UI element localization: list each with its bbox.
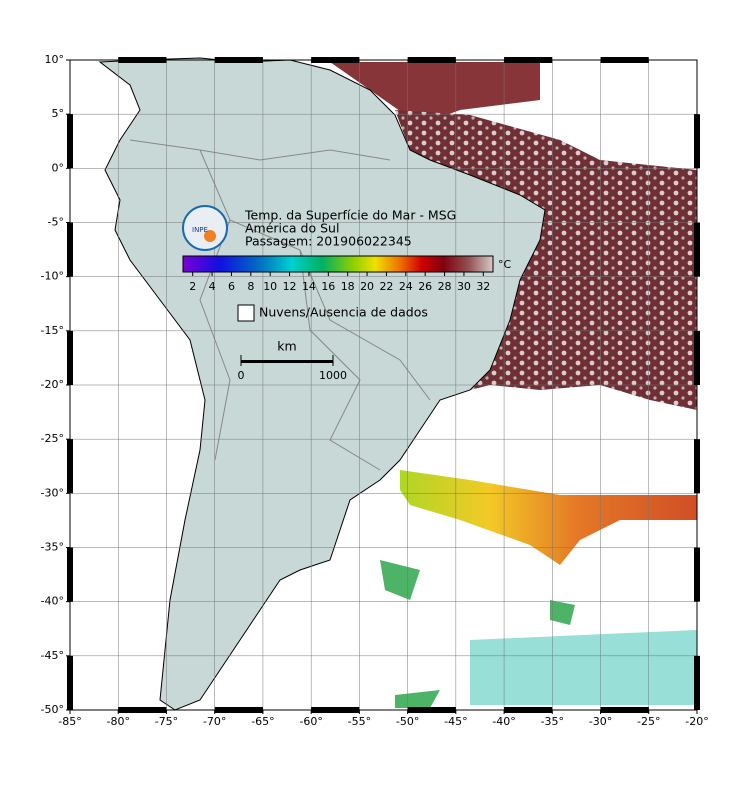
x-tick-label: -20° xyxy=(685,715,708,728)
scalebar-label: 1000 xyxy=(319,369,347,382)
colorbar-tick-label: 4 xyxy=(209,280,216,293)
frame-segment xyxy=(67,439,73,494)
y-tick-label: 10° xyxy=(45,53,65,66)
colorbar-tick-label: 20 xyxy=(360,280,374,293)
frame: -85° -80° -75° -70° -65° -60° -55° -50° -45° -40°… xyxy=(41,53,709,728)
frame-segment xyxy=(214,57,263,63)
colorbar-unit: °C xyxy=(498,258,512,271)
y-tick-label: -20° xyxy=(41,378,64,391)
x-tick-label: -70° xyxy=(203,715,226,728)
legend-text: Nuvens/Ausencia de dados xyxy=(259,305,428,320)
country-borders xyxy=(129,139,431,471)
colorbar: °C 2 4 6 8 10 12 14 16 18 20 22 24 26 28 30 32 xyxy=(182,255,512,293)
frame-segment xyxy=(214,707,263,713)
y-tick-label: 5° xyxy=(52,107,65,120)
frame-segment xyxy=(67,655,73,710)
frame-segment xyxy=(118,707,167,713)
colorbar-tick-label: 32 xyxy=(476,280,490,293)
colorbar-tick-label: 14 xyxy=(302,280,316,293)
colorbar-tick-label: 26 xyxy=(418,280,432,293)
frame-segment xyxy=(504,707,553,713)
x-tick-label: -45° xyxy=(444,715,467,728)
sst-warm-region xyxy=(330,62,540,125)
frame-segment xyxy=(311,707,360,713)
colorbar-tick-label: 16 xyxy=(321,280,335,293)
frame-segment xyxy=(67,114,73,169)
subtitle: América do Sul xyxy=(245,221,339,236)
sst-warm-band xyxy=(400,470,697,565)
frame-segment xyxy=(600,57,649,63)
frame-segment xyxy=(407,57,456,63)
frame-segment xyxy=(407,707,456,713)
x-tick-label: -40° xyxy=(492,715,515,728)
frame-segment xyxy=(694,655,700,710)
colorbar-tick-label: 28 xyxy=(438,280,452,293)
colorbar-tick-label: 12 xyxy=(283,280,297,293)
x-tick-label: -55° xyxy=(348,715,371,728)
y-tick-label: 0° xyxy=(52,161,65,174)
x-tick-label: -35° xyxy=(541,715,564,728)
scalebar-unit: km xyxy=(277,339,296,354)
y-tick-label: -40° xyxy=(41,595,64,608)
logo: INPE xyxy=(182,205,228,251)
x-tick-label: -50° xyxy=(396,715,419,728)
x-tick-label: -25° xyxy=(637,715,660,728)
x-tick-label: -65° xyxy=(251,715,274,728)
y-tick-label: -45° xyxy=(41,649,64,662)
scalebar-label: 0 xyxy=(238,369,245,382)
frame-segment xyxy=(67,330,73,385)
frame-segment xyxy=(504,57,553,63)
sst-cloud-region xyxy=(395,110,697,410)
colorbar-tick-label: 30 xyxy=(457,280,471,293)
frame-segment xyxy=(600,707,649,713)
frame-segment xyxy=(118,57,167,63)
y-tick-label: -25° xyxy=(41,432,64,445)
y-tick-label: -30° xyxy=(41,486,64,499)
y-tick-label: -35° xyxy=(41,541,64,554)
frame-segment xyxy=(694,439,700,494)
colorbar-tick-label: 18 xyxy=(341,280,355,293)
svg-text:INPE: INPE xyxy=(192,226,208,234)
title: Temp. da Superfície do Mar - MSG xyxy=(244,208,456,223)
y-tick-label: -15° xyxy=(41,324,64,337)
x-tick-label: -80° xyxy=(106,715,129,728)
y-tick-label: -10° xyxy=(41,270,64,283)
scalebar: km 0 1000 xyxy=(238,339,348,383)
frame-segment xyxy=(311,57,360,63)
x-tick-label: -75° xyxy=(155,715,178,728)
sst-south-cyan xyxy=(470,630,697,705)
scalebar-bar xyxy=(241,360,333,363)
x-tick-label: -85° xyxy=(58,715,81,728)
colorbar-tick-label: 10 xyxy=(263,280,277,293)
colorbar-tick-label: 8 xyxy=(247,280,254,293)
colorbar-tick-label: 24 xyxy=(399,280,413,293)
colorbar-scale xyxy=(182,255,494,273)
sst-south-patches xyxy=(380,560,575,708)
legend-swatch xyxy=(237,304,255,322)
frame-segment xyxy=(694,330,700,385)
frame-segment xyxy=(694,222,700,277)
colorbar-tick-label: 22 xyxy=(379,280,393,293)
colorbar-tick-label: 6 xyxy=(228,280,235,293)
x-tick-label: -60° xyxy=(299,715,322,728)
y-tick-label: -5° xyxy=(48,216,64,229)
frame-segment xyxy=(67,547,73,602)
x-tick-label: -30° xyxy=(589,715,612,728)
pass-time: Passagem: 201906022345 xyxy=(245,234,412,249)
frame-segment xyxy=(694,114,700,169)
y-tick-label: -50° xyxy=(41,703,64,716)
frame-segment xyxy=(694,547,700,602)
frame-segment xyxy=(67,222,73,277)
map-area xyxy=(70,57,697,711)
colorbar-tick-label: 2 xyxy=(189,280,196,293)
